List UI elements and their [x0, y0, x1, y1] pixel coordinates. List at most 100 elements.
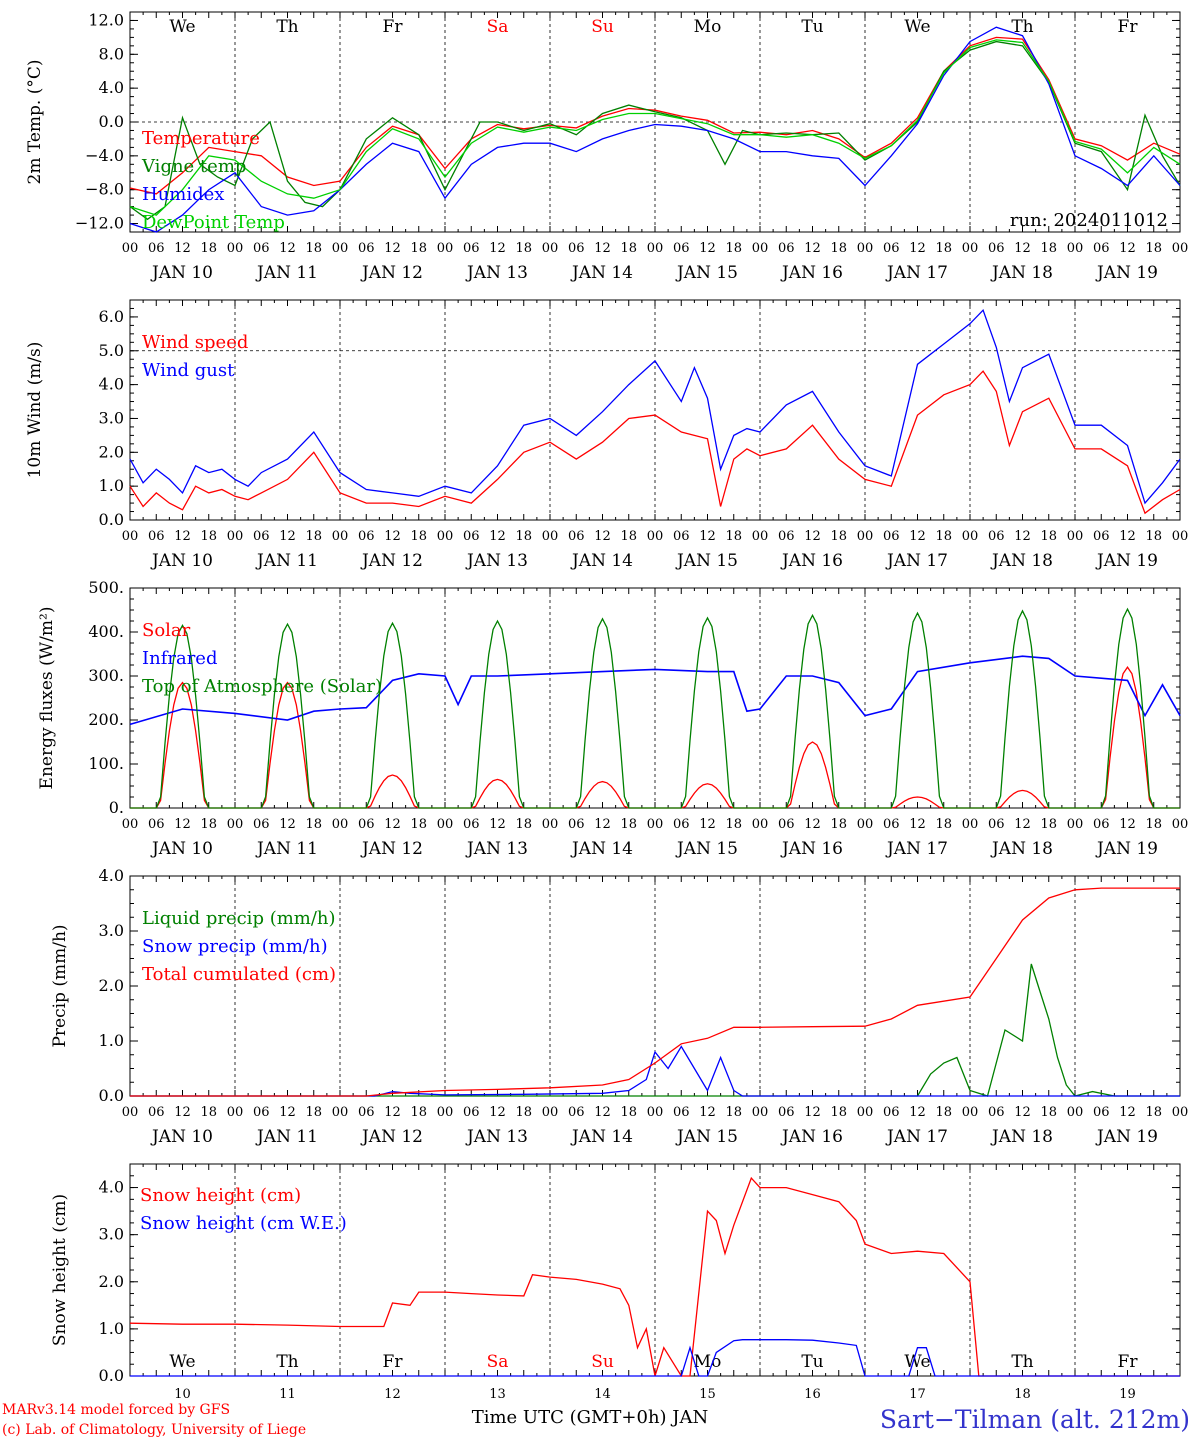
date-label: JAN 14: [570, 1127, 633, 1147]
day-number: 15: [699, 1387, 716, 1402]
hour-label: 00: [647, 1105, 664, 1120]
hour-label: 00: [857, 529, 874, 544]
weekday-label: Tu: [801, 17, 823, 37]
hour-label: 00: [1172, 241, 1189, 256]
hour-label: 12: [1014, 529, 1031, 544]
hour-label: 18: [305, 241, 322, 256]
y-tick-label: 100.: [88, 754, 124, 773]
hour-label: 06: [568, 529, 585, 544]
weekday-label: Mo: [694, 1352, 722, 1372]
hour-label: 18: [620, 817, 637, 832]
hour-label: 12: [699, 817, 716, 832]
hour-label: 18: [620, 1105, 637, 1120]
hour-label: 06: [463, 817, 480, 832]
hour-label: 18: [410, 817, 427, 832]
date-label: JAN 14: [570, 551, 633, 571]
panel-wind: 0.0 1.0 2.0 3.0 4.0 5.0 6.0 10m Wind (m/s) 00 06 1…: [25, 299, 1188, 571]
hour-label: 18: [1040, 529, 1057, 544]
hour-label: 12: [1119, 241, 1136, 256]
date-label: JAN 11: [255, 551, 318, 571]
hour-label: 00: [1067, 241, 1084, 256]
y-tick-label: 4.0: [99, 78, 124, 97]
date-label: JAN 10: [150, 839, 213, 859]
hour-label: 06: [358, 529, 375, 544]
weekday-label: Th: [276, 17, 298, 37]
hour-label: 06: [1093, 817, 1110, 832]
hour-label: 00: [122, 817, 139, 832]
hour-label: 18: [305, 529, 322, 544]
y-tick-label: 4.0: [99, 866, 124, 885]
y-tick-label: 0.0: [99, 1366, 124, 1385]
legend-entry: DewPoint Temp: [142, 212, 285, 233]
hour-label: 12: [1014, 1105, 1031, 1120]
hour-label: 12: [699, 1105, 716, 1120]
weekday-label: Fr: [1118, 1352, 1139, 1372]
hour-label: 18: [200, 529, 217, 544]
y-tick-label: 8.0: [99, 44, 124, 63]
hour-label: 06: [463, 241, 480, 256]
hour-label: 06: [673, 529, 690, 544]
series-line-top-of-atmosphere-solar-: [130, 607, 1180, 809]
legend-entry: Snow precip (mm/h): [142, 936, 328, 957]
y-axis-title: Precip (mm/h): [50, 924, 70, 1047]
date-label: JAN 17: [885, 1127, 948, 1147]
hour-label: 12: [279, 1105, 296, 1120]
date-label: JAN 19: [1095, 551, 1158, 571]
hour-label: 12: [594, 241, 611, 256]
series-line-dewpoint-temp: [129, 39, 1181, 216]
hour-label: 12: [594, 1105, 611, 1120]
y-tick-label: 500.: [88, 578, 124, 597]
hour-label: 12: [1119, 529, 1136, 544]
date-label: JAN 14: [570, 839, 633, 859]
date-label: JAN 13: [465, 839, 528, 859]
hour-label: 18: [305, 817, 322, 832]
hour-label: 18: [620, 241, 637, 256]
date-label: JAN 10: [150, 1127, 213, 1147]
date-label: JAN 15: [675, 839, 738, 859]
hour-label: 12: [804, 1105, 821, 1120]
station-title: Sart−Tilman (alt. 212m): [880, 1405, 1190, 1434]
series-line-liquid-precip-mm-h-: [130, 963, 1180, 1097]
y-tick-label: 4.0: [99, 1178, 124, 1197]
hour-label: 06: [253, 529, 270, 544]
day-number: 18: [1014, 1387, 1031, 1402]
hour-label: 00: [752, 1105, 769, 1120]
weekday-label: Th: [1011, 1352, 1033, 1372]
legend-entry: Wind speed: [142, 332, 248, 353]
hour-label: 18: [725, 1105, 742, 1120]
weekday-label: We: [904, 1352, 930, 1372]
series-line-wind-speed: [129, 370, 1181, 515]
hour-label: 18: [1040, 241, 1057, 256]
date-label: JAN 15: [675, 1127, 738, 1147]
hour-label: 06: [883, 817, 900, 832]
hour-label: 06: [883, 529, 900, 544]
weekday-label: We: [169, 1352, 195, 1372]
hour-label: 00: [752, 241, 769, 256]
hour-label: 00: [437, 241, 454, 256]
hour-label: 12: [594, 817, 611, 832]
date-label: JAN 19: [1095, 1127, 1158, 1147]
weekday-label: Sa: [487, 1352, 509, 1372]
hour-label: 18: [830, 529, 847, 544]
hour-label: 06: [148, 1105, 165, 1120]
series-line-temperature: [129, 36, 1181, 195]
weekday-label: Sa: [487, 17, 509, 37]
hour-label: 12: [489, 817, 506, 832]
date-label: JAN 10: [150, 551, 213, 571]
y-axis-title: 10m Wind (m/s): [25, 342, 45, 479]
hour-label: 00: [332, 529, 349, 544]
hour-label: 00: [332, 1105, 349, 1120]
date-label: JAN 18: [990, 551, 1053, 571]
hour-label: 18: [305, 1105, 322, 1120]
legend-entry: Top of Atmosphere (Solar): [142, 676, 382, 697]
y-tick-label: 400.: [88, 622, 124, 641]
x-axis-title: Time UTC (GMT+0h) JAN: [472, 1407, 709, 1428]
hour-label: 18: [935, 1105, 952, 1120]
footer-credit-lab: (c) Lab. of Climatology, University of L…: [2, 1422, 306, 1438]
date-label: JAN 16: [780, 263, 843, 283]
date-label: JAN 19: [1095, 263, 1158, 283]
hour-label: 18: [410, 529, 427, 544]
legend-entry: Wind gust: [142, 360, 235, 381]
day-number: 17: [909, 1387, 926, 1402]
hour-label: 06: [673, 241, 690, 256]
